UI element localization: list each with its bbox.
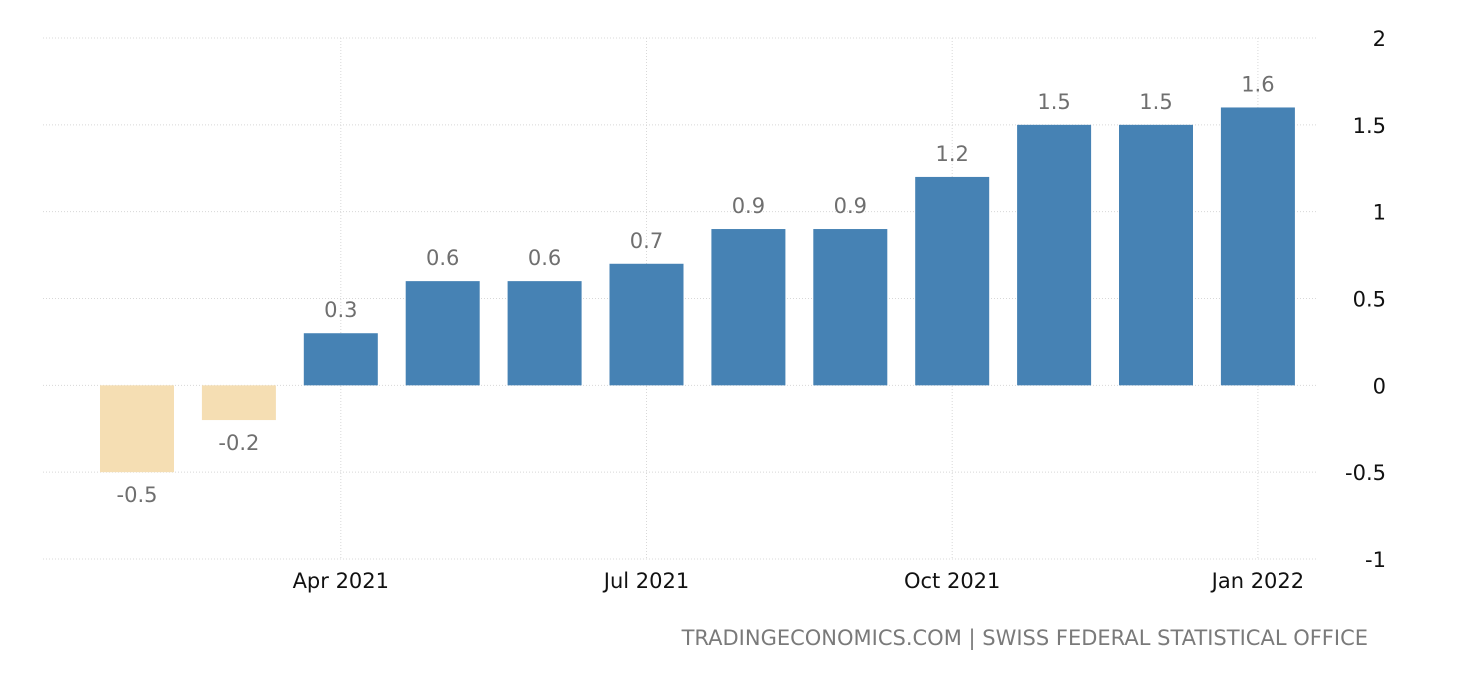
- bar-value-label: 1.6: [1241, 72, 1274, 96]
- bar-value-label: 0.3: [324, 298, 357, 322]
- bar: [813, 229, 888, 386]
- bar-value-label: 0.6: [426, 246, 459, 270]
- bar: [609, 263, 684, 386]
- bar: [1017, 124, 1092, 386]
- bar-value-label: 1.5: [1139, 90, 1172, 114]
- bar-value-label: 0.9: [732, 194, 765, 218]
- bar: [1220, 107, 1295, 386]
- y-tick-label: 1.5: [1353, 114, 1386, 138]
- bar-value-label: 0.7: [630, 229, 663, 253]
- bar-value-label: 0.9: [834, 194, 867, 218]
- source-credit: TRADINGECONOMICS.COM | SWISS FEDERAL STA…: [681, 626, 1368, 650]
- y-tick-label: 0: [1373, 374, 1386, 398]
- bar: [1119, 124, 1193, 386]
- bar: [711, 229, 786, 386]
- x-axis: Apr 2021 Jul 2021 Oct 2021 Jan 2022: [293, 569, 1305, 593]
- x-tick-label: Oct 2021: [904, 569, 1000, 593]
- bar-value-label: 0.6: [528, 246, 561, 270]
- y-tick-label: 0.5: [1353, 288, 1386, 312]
- x-tick-label: Jan 2022: [1210, 569, 1305, 593]
- bar-value-label: 1.5: [1037, 90, 1070, 114]
- x-tick-label: Jul 2021: [602, 569, 689, 593]
- bar: [100, 385, 174, 473]
- y-tick-label: 1: [1373, 201, 1386, 225]
- x-tick-label: Apr 2021: [293, 569, 389, 593]
- bar-value-label: -0.5: [117, 483, 158, 507]
- bar-value-label: -0.2: [218, 431, 259, 455]
- bar: [915, 176, 990, 386]
- bar: [507, 281, 582, 386]
- y-tick-label: -1: [1365, 548, 1386, 572]
- grid: [43, 37, 1318, 560]
- bars: [100, 107, 1295, 473]
- data-labels: -0.5 -0.2 0.3 0.6 0.6 0.7 0.9 0.9 1.2 1.5 1.5 1.6: [117, 72, 1275, 507]
- bar-value-label: 1.2: [935, 142, 968, 166]
- bar: [201, 385, 276, 421]
- y-tick-label: 2: [1373, 27, 1386, 51]
- y-tick-label: -0.5: [1345, 461, 1386, 485]
- bar: [405, 281, 480, 386]
- bar: [303, 333, 378, 386]
- y-axis: 2 1.5 1 0.5 0 -0.5 -1: [1345, 27, 1386, 572]
